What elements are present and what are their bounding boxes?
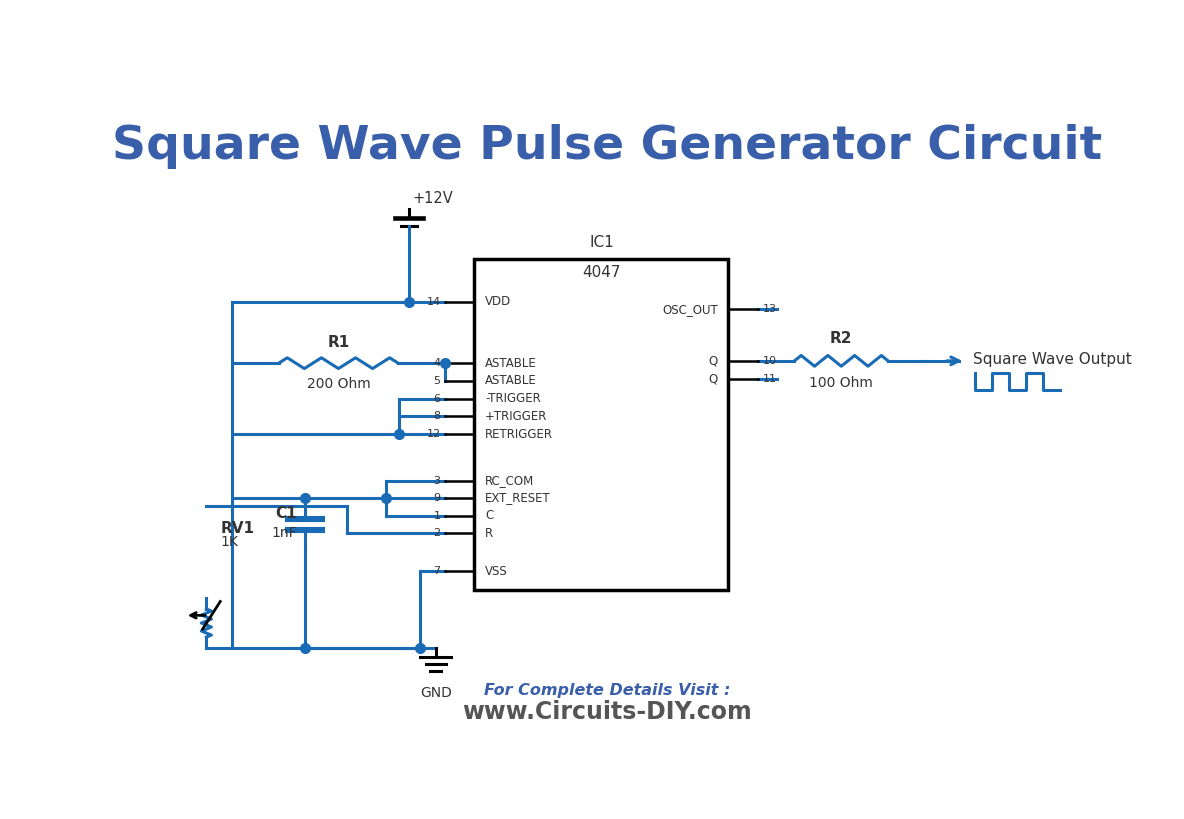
Text: 3: 3 [433, 476, 440, 486]
Text: Q: Q [708, 355, 718, 368]
Text: 10: 10 [762, 355, 777, 366]
Text: OSC_OUT: OSC_OUT [662, 303, 718, 316]
Text: 5: 5 [433, 376, 440, 386]
Text: 100 Ohm: 100 Ohm [810, 376, 874, 390]
Text: EXT_RESET: EXT_RESET [485, 491, 551, 505]
Text: 2: 2 [433, 528, 440, 538]
Text: 7: 7 [433, 566, 440, 576]
Text: 4: 4 [433, 358, 440, 369]
Text: GND: GND [420, 686, 452, 699]
Text: +12V: +12V [413, 191, 453, 206]
Text: 1K: 1K [220, 535, 238, 549]
Text: VSS: VSS [485, 564, 508, 577]
Text: Square Wave Output: Square Wave Output [972, 352, 1131, 367]
Text: 12: 12 [426, 429, 440, 439]
Text: 11: 11 [762, 373, 777, 383]
Text: R2: R2 [830, 331, 852, 346]
Text: ASTABLE: ASTABLE [485, 356, 536, 369]
Text: 13: 13 [762, 305, 777, 314]
Text: 200 Ohm: 200 Ohm [307, 377, 371, 391]
Text: -TRIGGER: -TRIGGER [485, 392, 541, 405]
Text: 1nF: 1nF [271, 526, 297, 540]
Text: For Complete Details Visit :: For Complete Details Visit : [483, 683, 731, 698]
Text: 14: 14 [426, 296, 440, 306]
Text: +TRIGGER: +TRIGGER [485, 410, 547, 423]
Text: 6: 6 [433, 394, 440, 404]
Text: ASTABLE: ASTABLE [485, 374, 536, 387]
Text: 4047: 4047 [583, 265, 620, 280]
Text: VDD: VDD [485, 295, 511, 308]
Text: R: R [485, 527, 494, 540]
Text: 1: 1 [433, 510, 440, 521]
Text: C1: C1 [276, 506, 297, 521]
Text: Q: Q [708, 372, 718, 385]
Text: RC_COM: RC_COM [485, 474, 534, 487]
Text: www.Circuits-DIY.com: www.Circuits-DIY.com [462, 700, 752, 724]
Text: R1: R1 [327, 335, 349, 350]
Text: IC1: IC1 [588, 235, 613, 250]
Bar [475, 259, 728, 590]
Text: 8: 8 [433, 411, 440, 421]
Text: Square Wave Pulse Generator Circuit: Square Wave Pulse Generator Circuit [111, 124, 1102, 170]
Text: C: C [485, 509, 494, 523]
Text: RETRIGGER: RETRIGGER [485, 428, 553, 441]
Text: RV1: RV1 [220, 521, 255, 536]
Text: 9: 9 [433, 493, 440, 503]
